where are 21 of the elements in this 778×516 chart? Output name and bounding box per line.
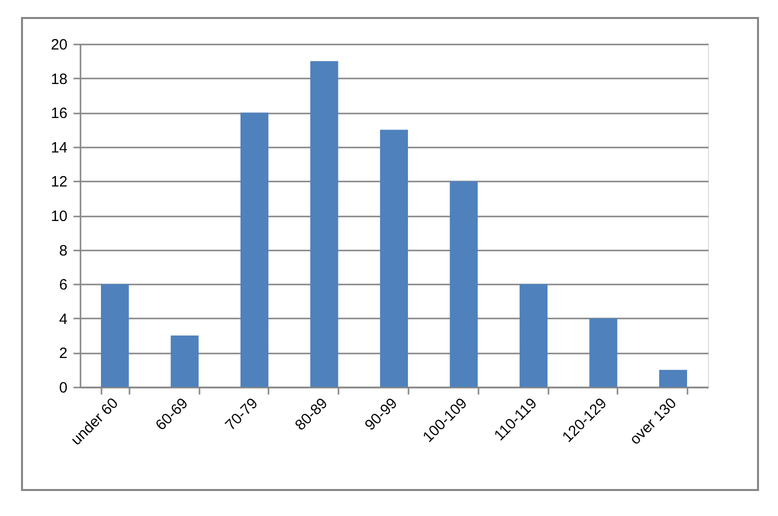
bar — [520, 284, 548, 387]
y-tick-label: 20 — [50, 36, 68, 54]
y-tick-label: 10 — [50, 208, 68, 225]
bar — [240, 112, 268, 387]
y-tick-label: 14 — [50, 139, 68, 156]
y-tick-label: 4 — [59, 310, 68, 328]
bar — [450, 181, 478, 387]
y-tick-label: 12 — [50, 174, 68, 191]
bar — [170, 336, 199, 387]
x-tick-label: over 130 — [626, 394, 680, 448]
y-tick-label: 8 — [59, 242, 68, 260]
y-tick-label: 16 — [50, 105, 68, 122]
bar — [310, 61, 338, 387]
bar — [100, 284, 129, 387]
y-tick-label: 2 — [59, 345, 68, 362]
y-tick-label: 6 — [59, 276, 68, 294]
bar — [659, 370, 688, 387]
bar — [380, 130, 408, 387]
y-tick-label: 0 — [59, 380, 68, 396]
y-tick-label: 18 — [50, 70, 68, 88]
bar — [589, 318, 618, 387]
